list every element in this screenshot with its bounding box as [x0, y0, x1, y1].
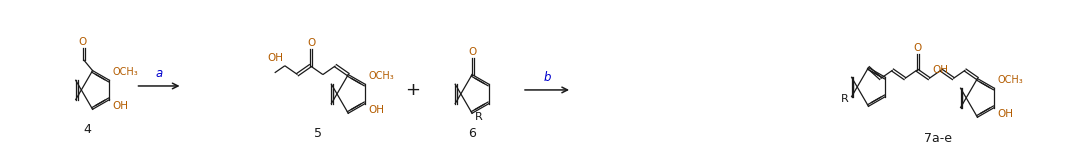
Text: O: O — [79, 37, 86, 46]
Text: b: b — [543, 71, 550, 84]
Text: R: R — [475, 112, 482, 122]
Text: OH: OH — [112, 101, 128, 111]
Text: OH: OH — [268, 53, 284, 63]
Text: +: + — [405, 81, 420, 99]
Text: OCH₃: OCH₃ — [112, 67, 138, 77]
Text: 7a-e: 7a-e — [924, 132, 952, 145]
Text: OH: OH — [368, 105, 384, 115]
Text: 5: 5 — [314, 127, 323, 140]
Text: OCH₃: OCH₃ — [997, 75, 1023, 85]
Text: 6: 6 — [468, 127, 476, 140]
Text: OH: OH — [932, 65, 948, 75]
Text: O: O — [306, 38, 315, 48]
Text: OCH₃: OCH₃ — [368, 71, 394, 81]
Text: a: a — [155, 67, 163, 80]
Text: 4: 4 — [84, 123, 92, 136]
Text: R: R — [841, 94, 848, 104]
Text: OH: OH — [997, 109, 1013, 119]
Text: O: O — [914, 43, 921, 53]
Text: O: O — [468, 47, 477, 57]
